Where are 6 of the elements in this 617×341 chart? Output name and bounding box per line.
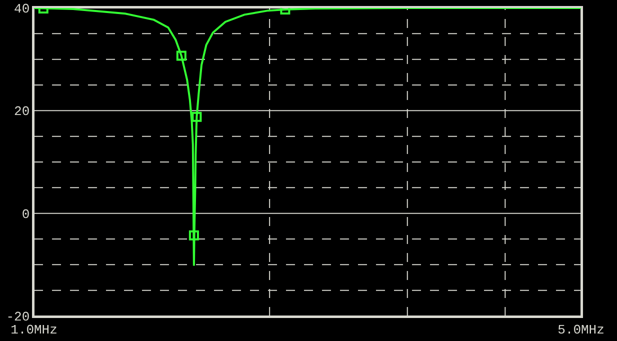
y-tick-label: 40 (14, 2, 30, 17)
y-tick-label: -20 (6, 310, 30, 325)
y-tick-label: 0 (22, 206, 30, 222)
x-tick-label: 5.0MHz (558, 322, 604, 338)
y-tick-label: 20 (14, 104, 30, 120)
x-tick-label: 1.0MHz (10, 322, 58, 338)
